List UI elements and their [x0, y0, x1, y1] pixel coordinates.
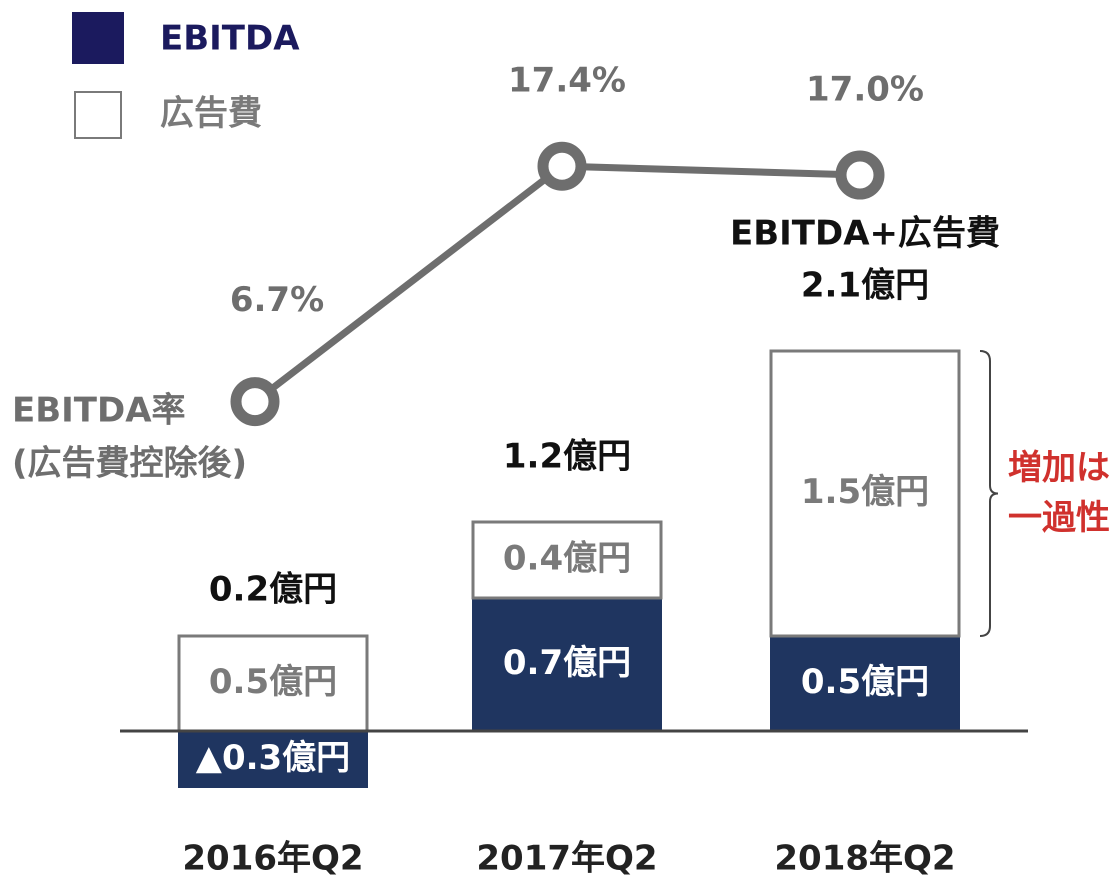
total-label: 2.1億円	[801, 266, 929, 306]
total-label: 1.2億円	[503, 437, 631, 477]
bar	[471, 520, 663, 600]
line-point	[537, 141, 587, 191]
legend-label: 広告費	[160, 94, 262, 134]
line-point	[230, 377, 280, 427]
series-label: (広告費控除後)	[12, 444, 247, 484]
line-point	[835, 150, 885, 200]
annotation: 増加は	[1008, 448, 1110, 488]
bar	[770, 636, 960, 731]
legend-swatch	[72, 12, 124, 64]
x-tick-label: 2016年Q2	[182, 839, 363, 879]
annotation: 一過性	[1008, 498, 1110, 538]
value-label: 0.5億円	[801, 662, 929, 702]
line	[252, 162, 861, 405]
bracket	[979, 350, 999, 637]
series-label: EBITDA率	[12, 391, 186, 431]
bar	[177, 634, 369, 733]
bar	[769, 349, 961, 638]
value-label: 0.7億円	[503, 643, 631, 683]
value-label: 0.5億円	[209, 662, 337, 702]
value-label: 6.7%	[230, 280, 324, 320]
x-tick-label: 2017年Q2	[476, 839, 657, 879]
bar	[178, 731, 368, 788]
bar	[472, 598, 662, 731]
x-tick-label: 2018年Q2	[774, 839, 955, 879]
value-label: 0.4億円	[503, 539, 631, 579]
value-label: 17.4%	[508, 61, 626, 101]
total-note: EBITDA+広告費	[730, 214, 1000, 254]
value-label: ▲0.3億円	[196, 738, 350, 778]
total-label: 0.2億円	[209, 570, 337, 610]
value-label: 1.5億円	[801, 472, 929, 512]
legend-swatch	[74, 91, 122, 139]
value-label: 17.0%	[806, 70, 924, 110]
legend-label: EBITDA	[160, 19, 300, 59]
